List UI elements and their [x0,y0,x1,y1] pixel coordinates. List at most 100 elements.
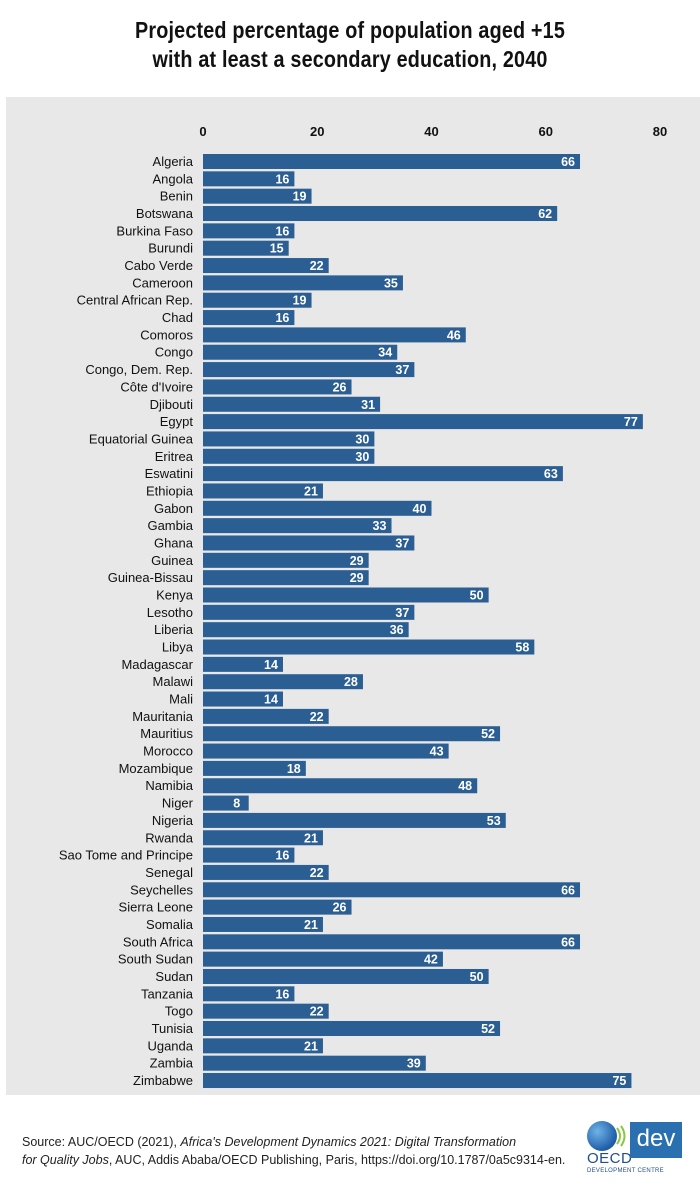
category-label-21: Gambia [147,518,193,533]
category-label-14: Djibouti [150,397,193,412]
bar-17 [203,448,375,464]
bar-18 [203,466,563,482]
value-label-42: 66 [561,883,575,897]
value-label-1: 16 [275,172,289,186]
bar-23 [203,552,369,568]
value-label-34: 43 [430,745,444,759]
bar-44 [203,916,323,932]
value-label-24: 29 [350,571,364,585]
category-label-41: Senegal [145,865,193,880]
value-label-28: 58 [515,641,529,655]
bar-2 [203,188,312,204]
value-label-48: 16 [275,987,289,1001]
bar-52 [203,1055,426,1071]
category-label-51: Uganda [147,1038,193,1053]
category-label-22: Ghana [154,535,194,550]
bar-16 [203,431,375,447]
category-label-7: Cameroon [132,275,193,290]
value-label-52: 39 [407,1057,421,1071]
bar-50 [203,1021,501,1036]
value-label-47: 50 [470,970,484,984]
value-label-22: 37 [395,536,409,550]
category-label-48: Tanzania [141,986,194,1001]
bar-11 [203,344,398,360]
value-label-45: 66 [561,935,575,949]
category-label-29: Madagascar [121,657,193,672]
bar-33 [203,726,501,742]
category-label-32: Mauritania [132,709,193,724]
source-prefix: Source: AUC/OECD (2021), [22,1135,181,1149]
category-label-53: Zimbabwe [133,1073,193,1088]
category-label-31: Mali [169,692,193,707]
category-label-45: South Africa [123,934,194,949]
source-note: Source: AUC/OECD (2021), Africa's Develo… [22,1133,582,1169]
bar-21 [203,518,392,534]
bar-12 [203,362,415,378]
x-tick-label-2: 40 [424,124,438,139]
value-label-26: 37 [395,606,409,620]
bar-26 [203,604,415,620]
bar-35 [203,760,306,776]
category-label-18: Eswatini [145,466,194,481]
value-label-16: 30 [355,432,369,446]
category-label-44: Somalia [146,917,194,932]
globe-icon [587,1121,617,1151]
category-label-23: Guinea [151,553,194,568]
value-label-12: 37 [395,363,409,377]
bar-13 [203,379,352,395]
category-label-35: Mozambique [119,761,193,776]
bar-40 [203,847,295,863]
value-label-31: 14 [264,693,278,707]
category-label-20: Gabon [154,501,193,516]
category-label-1: Angola [153,171,194,186]
value-label-36: 48 [458,779,472,793]
value-label-49: 22 [310,1005,324,1019]
value-label-29: 14 [264,658,278,672]
bar-36 [203,778,478,794]
category-label-8: Central African Rep. [77,293,193,308]
bar-42 [203,882,581,898]
bar-45 [203,934,581,950]
value-label-33: 52 [481,727,495,741]
category-label-11: Congo [155,345,193,360]
value-label-53: 75 [612,1074,626,1088]
value-label-19: 21 [304,484,318,498]
category-label-39: Rwanda [145,830,193,845]
value-label-32: 22 [310,710,324,724]
logo-subtitle: DEVELOPMENT CENTRE [587,1168,664,1174]
bar-3 [203,206,558,222]
value-label-46: 42 [424,953,438,967]
value-label-35: 18 [287,762,301,776]
value-label-17: 30 [355,450,369,464]
source-italic-1: Africa's Development Dynamics 2021: Digi… [180,1135,517,1149]
category-label-37: Niger [162,796,194,811]
bar-29 [203,656,283,672]
value-label-21: 33 [373,519,387,533]
logo-badge: dev [630,1122,682,1158]
category-label-27: Liberia [154,622,194,637]
bar-39 [203,830,323,846]
bar-43 [203,899,352,915]
bar-46 [203,951,443,967]
category-label-15: Egypt [160,414,194,429]
category-label-36: Namibia [145,778,193,793]
value-label-25: 50 [470,589,484,603]
bar-41 [203,864,329,880]
value-label-44: 21 [304,918,318,932]
value-label-37: 8 [233,797,240,811]
value-label-2: 19 [293,190,307,204]
x-tick-label-1: 20 [310,124,324,139]
chart-title-line-2: with at least a secondary education, 204… [152,46,548,72]
value-label-41: 22 [310,866,324,880]
chart-title-line-1: Projected percentage of population aged … [134,17,565,43]
bar-48 [203,986,295,1002]
category-label-16: Equatorial Guinea [89,431,194,446]
category-label-9: Chad [162,310,193,325]
x-tick-label-0: 0 [199,124,206,139]
bar-8 [203,292,312,308]
category-label-28: Libya [162,640,194,655]
bar-20 [203,500,432,516]
bar-25 [203,587,489,603]
bar-37 [203,795,249,811]
